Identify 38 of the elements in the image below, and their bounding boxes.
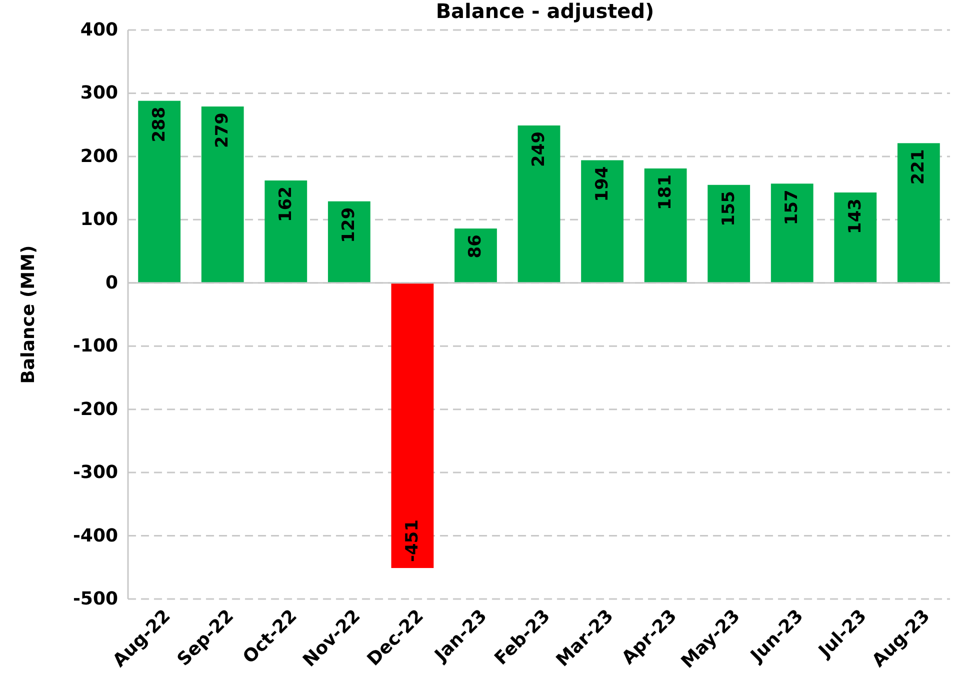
y-tick-label: 200 (80, 146, 118, 167)
data-label: 155 (718, 190, 739, 226)
bar (708, 184, 750, 283)
y-tick-label: -400 (72, 525, 118, 546)
bar (328, 201, 370, 283)
y-tick-label: 100 (80, 209, 118, 230)
bar (834, 192, 877, 283)
data-label: 249 (529, 131, 549, 167)
bar (770, 184, 814, 283)
bar (644, 168, 687, 283)
bar (201, 106, 244, 283)
data-label: 129 (339, 207, 360, 243)
y-tick-label: -300 (72, 462, 118, 484)
y-tick-label: -100 (72, 336, 118, 357)
bar (518, 125, 560, 283)
y-tick-label: -500 (72, 588, 118, 610)
data-label: 162 (276, 186, 296, 222)
data-label: 181 (656, 174, 676, 210)
bar (391, 282, 434, 568)
chart-title: Balance - adjusted) (436, 0, 654, 23)
bar (581, 160, 624, 283)
y-tick-label: -200 (72, 398, 118, 420)
y-axis-title: Balance (MM) (18, 245, 39, 384)
y-tick-label: 400 (80, 20, 118, 40)
data-label: 157 (782, 190, 802, 226)
data-label: 143 (845, 198, 866, 234)
data-label: -451 (402, 519, 422, 562)
data-label: 194 (592, 166, 612, 202)
data-label: 288 (149, 106, 170, 142)
bar (454, 228, 497, 283)
bar (897, 143, 940, 283)
y-tick-label: 0 (105, 272, 118, 294)
bar (264, 180, 308, 283)
data-label: 221 (908, 149, 929, 185)
data-label: 279 (212, 112, 233, 148)
y-tick-label: 300 (80, 82, 118, 104)
bar (138, 100, 181, 283)
data-label: 86 (466, 234, 486, 258)
